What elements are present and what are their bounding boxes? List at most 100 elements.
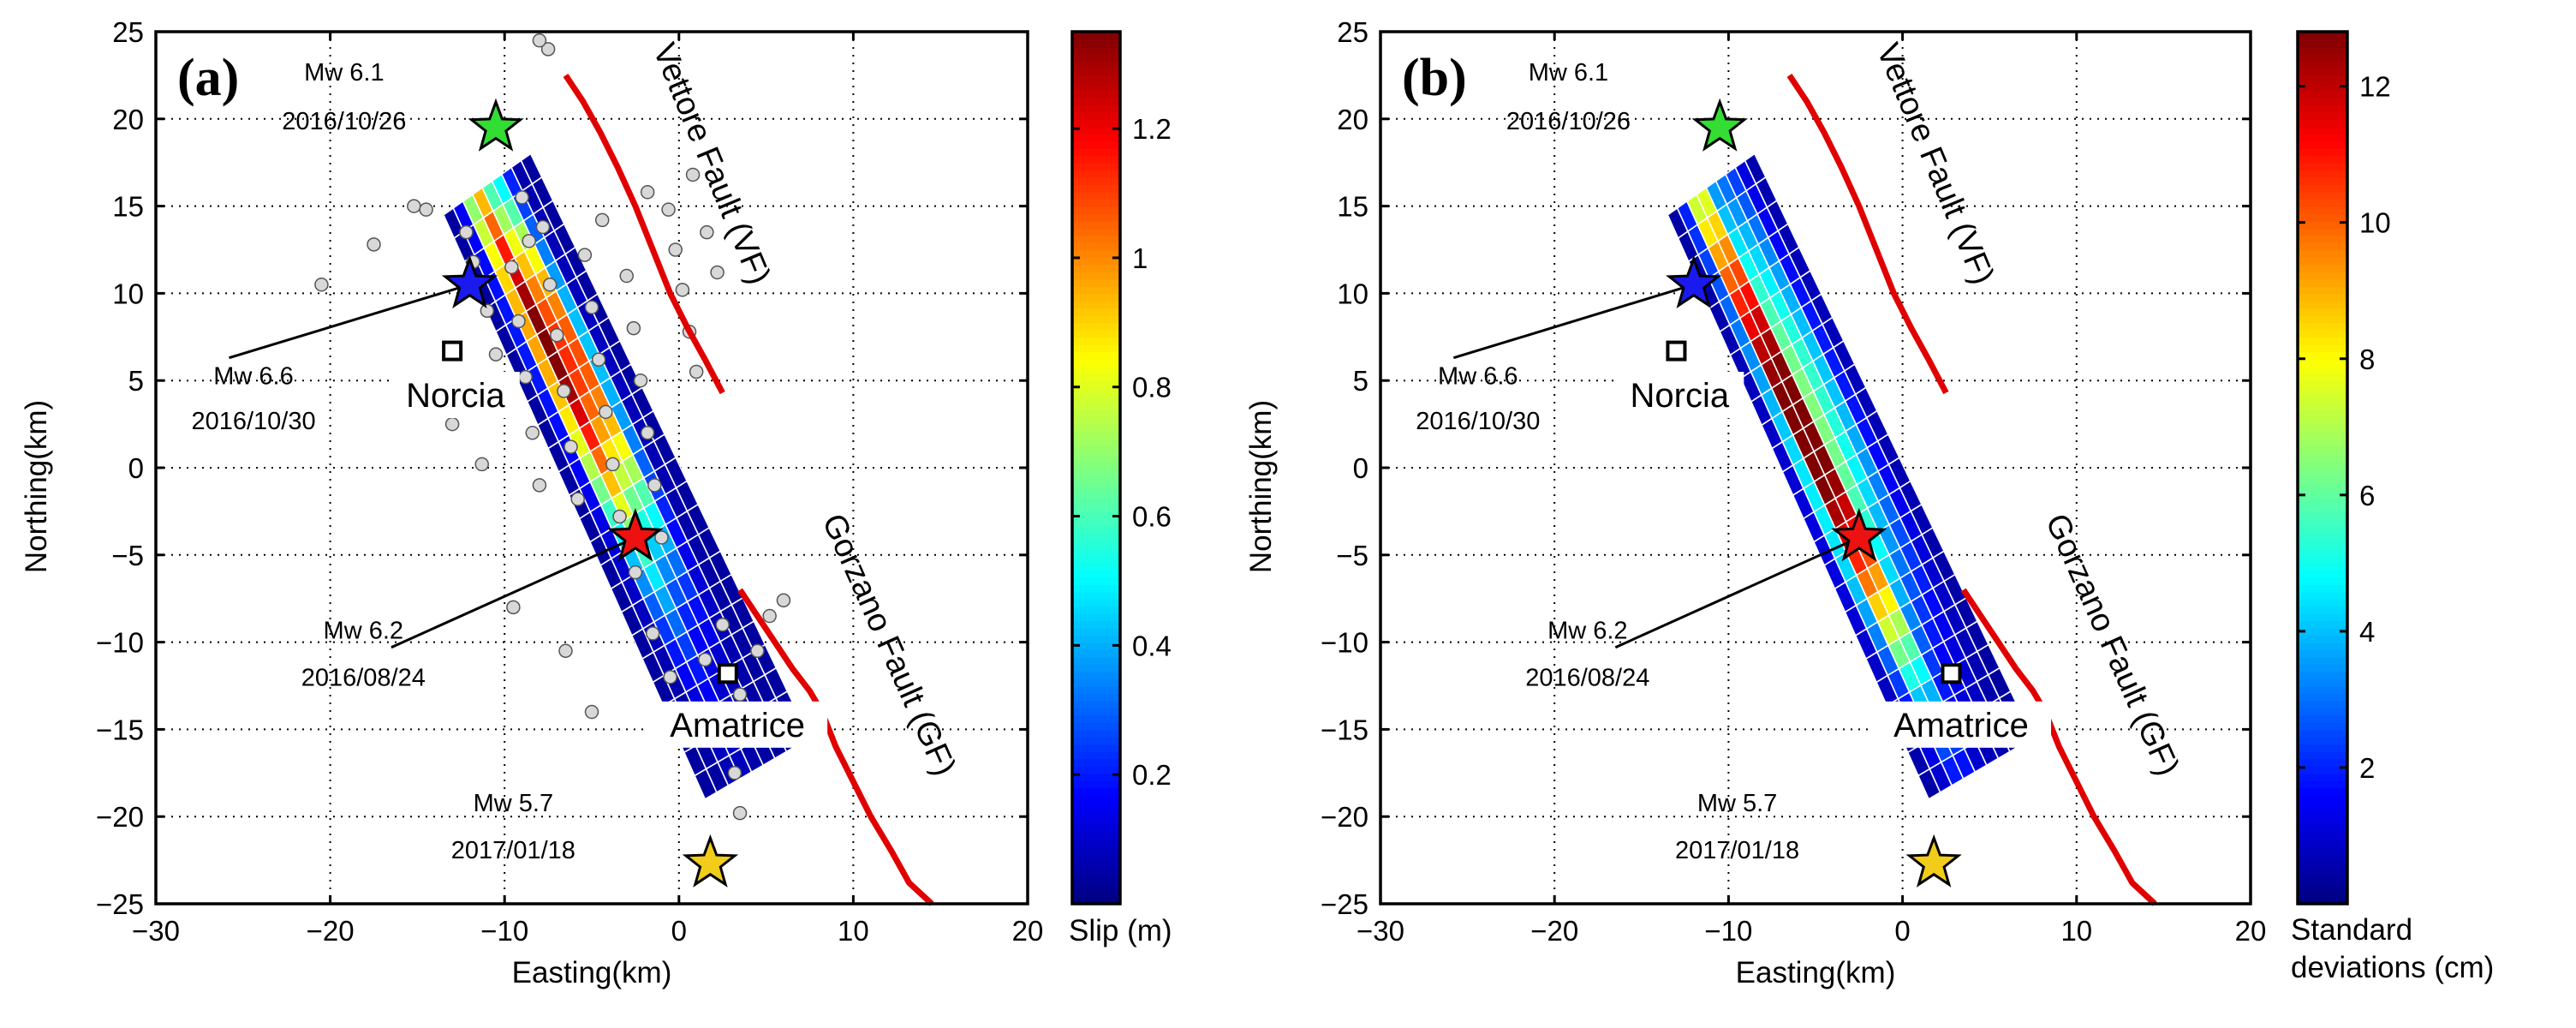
colorbar-swatch	[2298, 518, 2347, 527]
aftershock-point	[558, 643, 573, 659]
colorbar-swatch	[2298, 329, 2347, 338]
colorbar-swatch	[1072, 147, 1120, 157]
y-tick-label: 20	[112, 104, 144, 135]
colorbar-swatch	[1072, 656, 1120, 666]
aftershock-point	[474, 457, 489, 472]
colorbar-swatch	[2298, 351, 2347, 360]
colorbar-swatch	[1072, 664, 1120, 672]
colorbar-swatch	[2298, 620, 2347, 629]
colorbar-swatch	[1072, 104, 1120, 113]
y-tick-label: −10	[1321, 627, 1368, 659]
colorbar-swatch	[1072, 416, 1120, 426]
colorbar-swatch	[1072, 206, 1120, 215]
aftershock-point	[459, 224, 474, 240]
colorbar-swatch	[1072, 278, 1120, 287]
y-tick-label: 25	[1337, 16, 1368, 48]
colorbar-swatch	[2298, 308, 2347, 316]
aftershock-point	[518, 369, 533, 385]
colorbar-swatch	[1072, 729, 1120, 738]
colorbar-swatch	[2298, 504, 2347, 512]
colorbar-swatch	[1072, 366, 1120, 374]
aftershock-point	[626, 320, 641, 336]
aftershock-point	[732, 805, 748, 821]
event-magnitude-label: Mw 6.6	[1438, 362, 1518, 390]
x-tick-label: −20	[1530, 915, 1578, 947]
town-label-norcia: Norcia	[406, 377, 505, 415]
colorbar-swatch	[1072, 627, 1120, 637]
y-tick-label: 5	[128, 365, 144, 397]
colorbar-swatch	[2298, 264, 2347, 272]
colorbar-swatch	[1072, 409, 1120, 418]
colorbar-swatch	[2298, 787, 2347, 796]
fault-trace	[1786, 73, 1949, 395]
event-date-label: 2016/10/26	[282, 108, 406, 135]
colorbar-swatch	[1072, 170, 1120, 178]
colorbar-swatch	[1072, 373, 1120, 382]
colorbar-swatch	[1072, 155, 1120, 164]
colorbar-swatch	[1072, 45, 1120, 55]
colorbar-swatch	[1072, 554, 1120, 564]
colorbar-swatch	[2298, 707, 2347, 716]
y-tick-label: −15	[1321, 714, 1368, 745]
colorbar-swatch	[1072, 736, 1120, 745]
colorbar-tick-label: 10	[2359, 207, 2391, 239]
colorbar-swatch	[2298, 133, 2347, 142]
y-tick-label: −20	[96, 801, 144, 833]
town-marker	[1941, 663, 1962, 684]
x-tick-label: 0	[1894, 915, 1910, 947]
colorbar-swatch	[1072, 591, 1120, 600]
colorbar-swatch	[2298, 809, 2347, 818]
colorbar-swatch	[2298, 373, 2347, 382]
colorbar-swatch	[1072, 39, 1120, 47]
colorbar-swatch	[1072, 329, 1120, 338]
colorbar-label-line: deviations (cm)	[2291, 951, 2494, 984]
colorbar-swatch	[2298, 583, 2347, 593]
colorbar-swatch	[2298, 431, 2347, 440]
colorbar-swatch	[1072, 249, 1120, 258]
aftershock-point	[532, 478, 547, 493]
colorbar-swatch	[1072, 642, 1120, 651]
colorbar-swatch	[1072, 525, 1120, 535]
y-tick-label: 0	[1353, 452, 1368, 484]
colorbar-tick-label: 4	[2359, 616, 2375, 648]
aftershock-point	[584, 704, 599, 720]
aftershock-point	[480, 303, 495, 319]
colorbar-swatch	[1072, 613, 1120, 622]
colorbar-label: Slip (m)	[1069, 914, 1172, 947]
colorbar-swatch	[1072, 228, 1120, 236]
colorbar-swatch	[2298, 235, 2347, 244]
colorbar-swatch	[1072, 133, 1120, 142]
aftershock-point	[715, 617, 730, 632]
colorbar-swatch	[2298, 533, 2347, 541]
aftershock-point	[522, 234, 536, 248]
colorbar-swatch	[1072, 75, 1120, 84]
colorbar-swatch	[1072, 511, 1120, 520]
colorbar-swatch	[1072, 809, 1120, 818]
colorbar-swatch	[1072, 496, 1120, 505]
event-date-label: 2016/10/30	[1416, 408, 1540, 435]
colorbar-swatch	[2298, 445, 2347, 455]
colorbar-swatch	[2298, 562, 2347, 571]
y-tick-label: −25	[1321, 888, 1368, 920]
colorbar-swatch	[2298, 45, 2347, 55]
colorbar-swatch	[1072, 475, 1120, 483]
aftershock-point	[685, 167, 701, 182]
town-marker	[442, 340, 463, 362]
panel-1: Vettore Fault (VF) Gorzano Fault (GF) Norc…	[1244, 16, 2266, 989]
x-tick-label: −30	[1357, 915, 1404, 947]
y-tick-label: −25	[96, 888, 144, 920]
colorbar-swatch	[1072, 220, 1120, 230]
town-label-amatrice: Amatrice	[670, 707, 805, 744]
event-star	[607, 508, 664, 562]
colorbar-swatch	[2298, 409, 2347, 418]
aftershock-point	[612, 509, 627, 524]
colorbar-tick-label: 6	[2359, 480, 2375, 511]
colorbar-tick-label: 0.6	[1132, 501, 1172, 533]
aftershock-point	[488, 347, 504, 362]
colorbar-swatch	[1072, 620, 1120, 629]
colorbar-swatch	[1072, 191, 1120, 200]
town-marker	[717, 663, 738, 684]
y-tick-label: 15	[112, 191, 144, 223]
leader-line	[1614, 536, 1860, 649]
